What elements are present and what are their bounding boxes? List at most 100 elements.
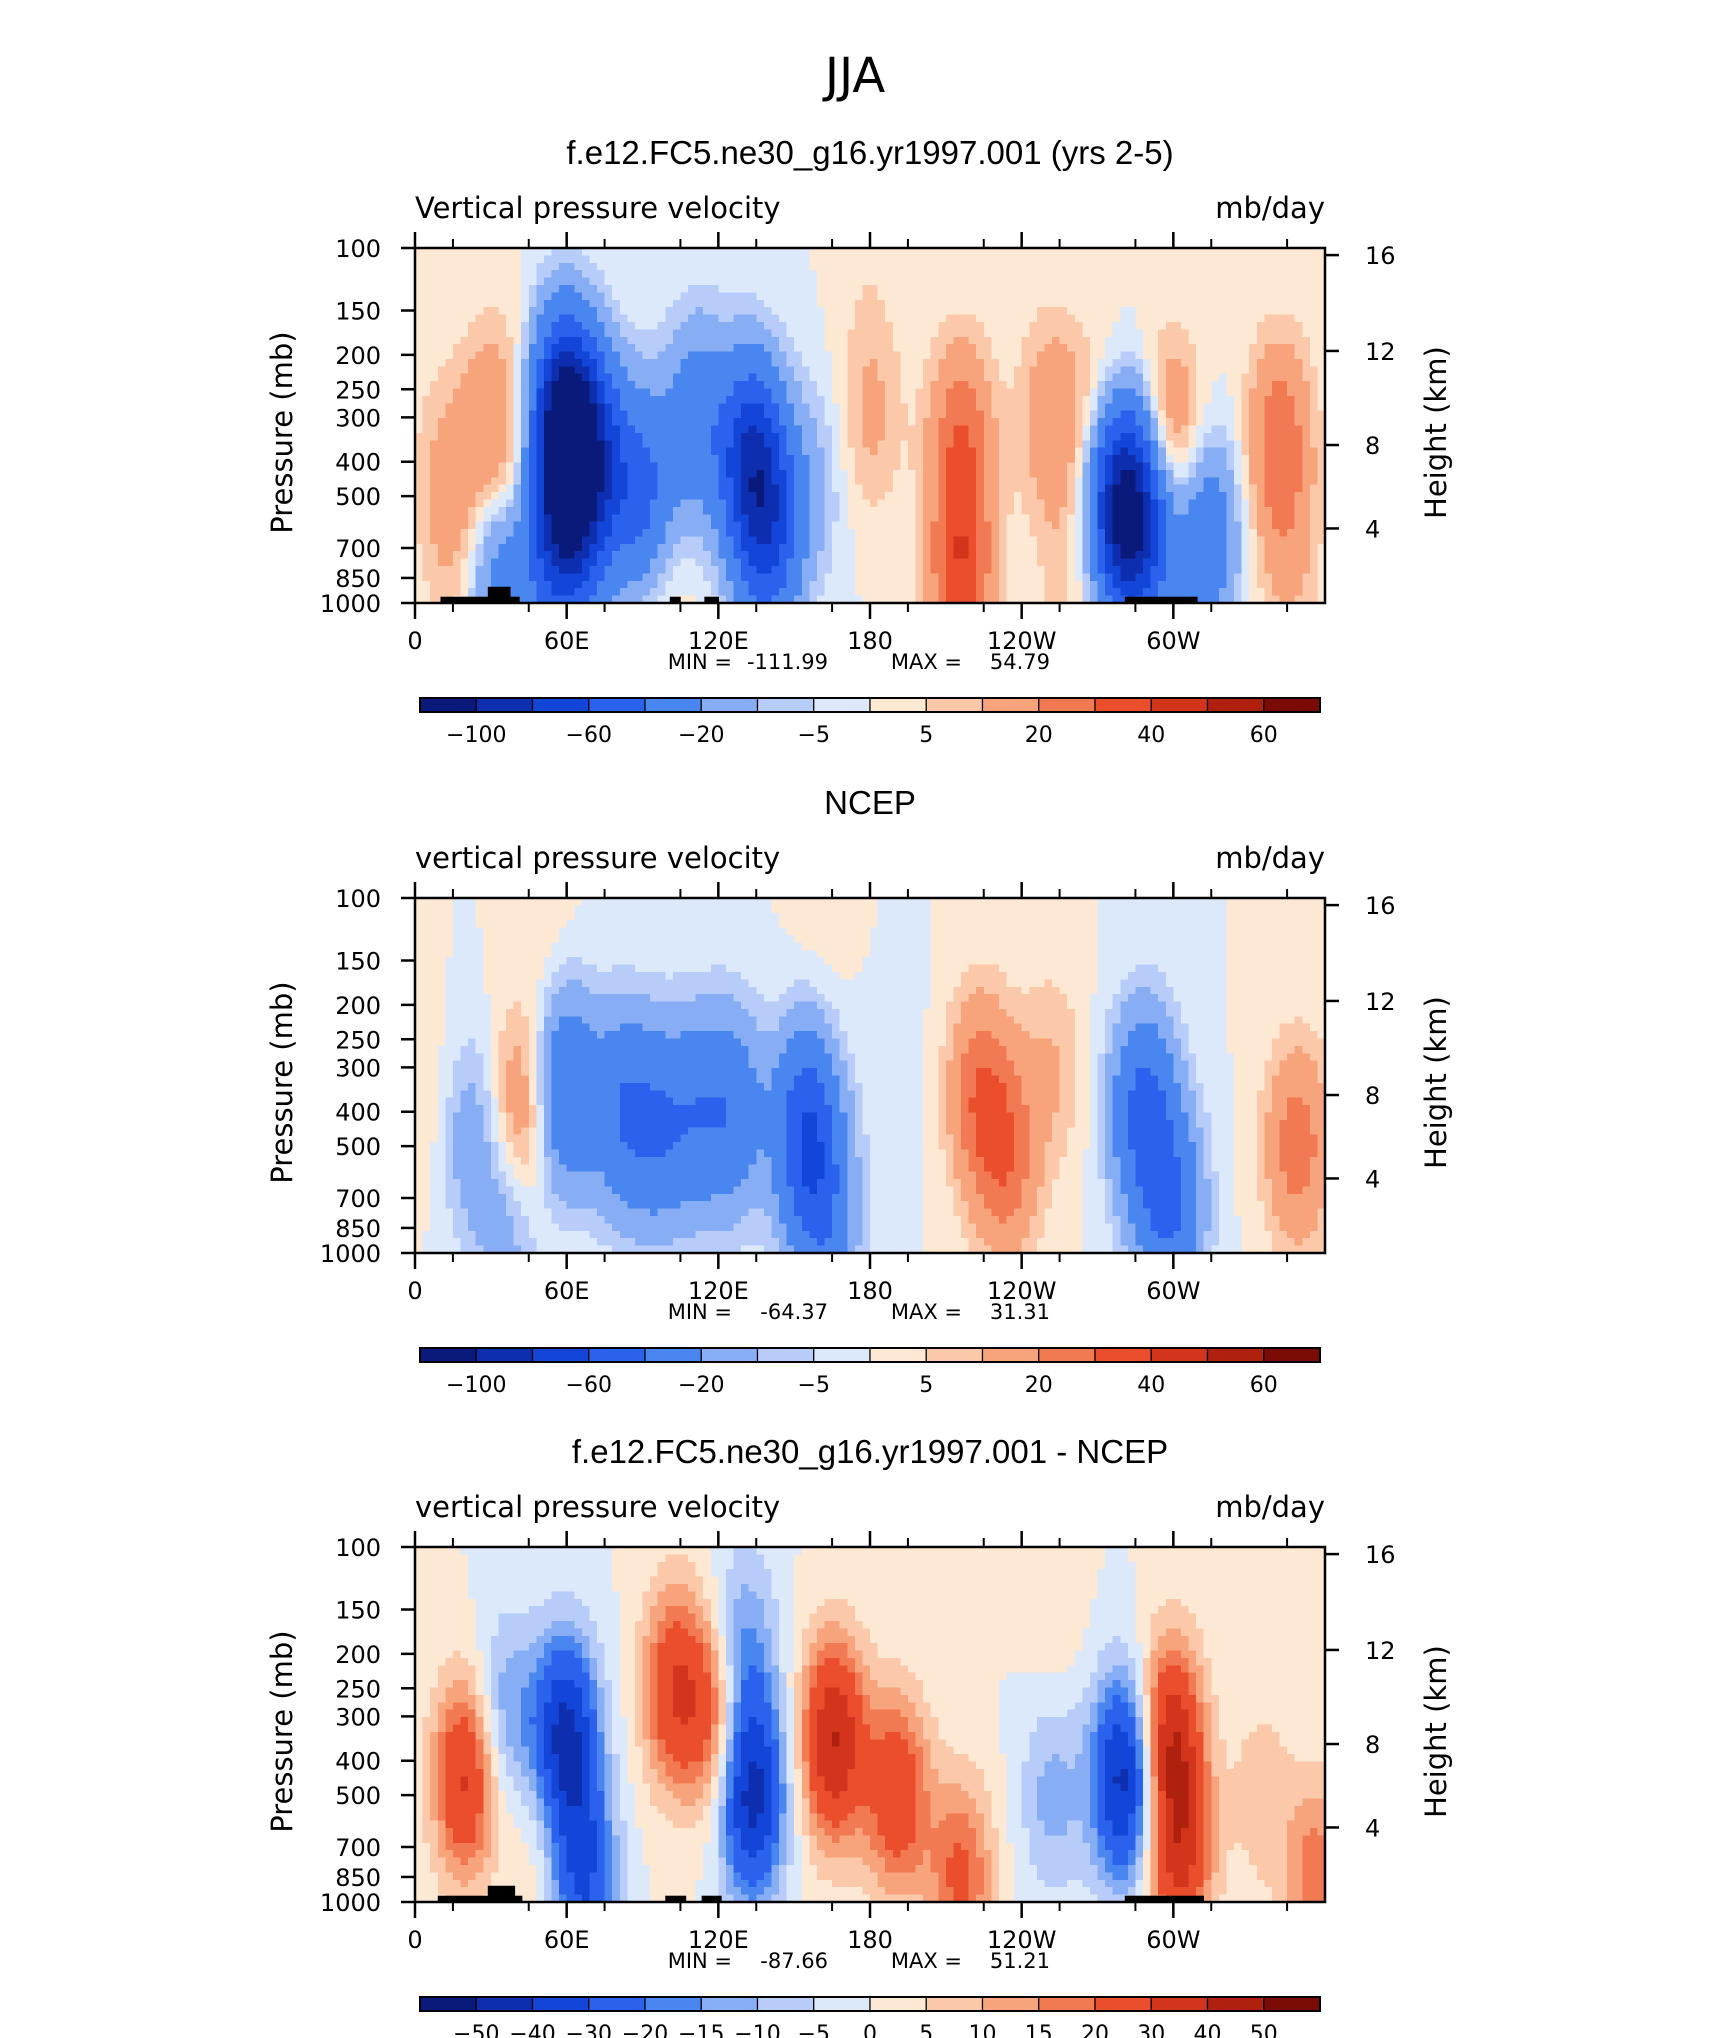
y-tick-label: 850	[335, 1215, 381, 1243]
colorbar-label: −10	[734, 2022, 780, 2038]
topography-mask-5	[1124, 596, 1198, 603]
x-tick-label: 0	[407, 1926, 422, 1954]
x-tick-label: 180	[847, 1277, 893, 1305]
y-tick-label: 700	[335, 1834, 381, 1862]
max-label: MAX =	[891, 650, 962, 674]
colorbar-label: −5	[798, 2022, 830, 2038]
colorbar-label: 50	[1250, 2022, 1278, 2038]
x-tick-label: 60W	[1146, 1277, 1200, 1305]
colorbar-label: 15	[1025, 2022, 1053, 2038]
colorbar-swatch	[419, 1996, 477, 2012]
y-tick-label: 150	[335, 298, 381, 326]
topography-mask-1	[437, 1895, 523, 1902]
colorbar-swatch	[981, 1996, 1040, 2012]
colorbar-label: −20	[622, 2022, 668, 2038]
height-axis-title: Height (km)	[1419, 996, 1453, 1169]
colorbar-label: −15	[678, 2022, 724, 2038]
y-tick-label: 400	[335, 1099, 381, 1127]
panel-title: f.e12.FC5.ne30_g16.yr1997.001 - NCEP	[572, 1433, 1168, 1470]
height-tick-label: 16	[1365, 892, 1396, 920]
height-tick-label: 12	[1365, 988, 1396, 1016]
colorbar-swatch	[1263, 697, 1321, 713]
x-tick-label: 120E	[688, 627, 749, 655]
y-axis-title: Pressure (mb)	[265, 1630, 299, 1832]
panels: f.e12.FC5.ne30_g16.yr1997.001 (yrs 2-5) V…	[265, 134, 1453, 2038]
colorbar-swatch	[1038, 1996, 1096, 2012]
topography-mask-3	[669, 596, 681, 603]
colorbar-label: −100	[446, 1373, 506, 1398]
y-tick-label: 200	[335, 1641, 381, 1669]
colorbar-label: −5	[798, 1373, 830, 1398]
colorbar-swatch	[1150, 697, 1209, 713]
colorbar-swatch	[869, 1347, 927, 1363]
colorbar-swatch	[700, 1347, 759, 1363]
colorbar-label: −50	[453, 2022, 499, 2038]
colorbar-swatch	[475, 1996, 534, 2012]
colorbar-swatch	[1038, 697, 1096, 713]
colorbar-label: 5	[919, 723, 933, 748]
x-tick-label: 60E	[544, 627, 590, 655]
colorbar-swatch	[925, 1996, 984, 2012]
colorbar-swatch	[756, 1347, 815, 1363]
y-tick-label: 1000	[320, 1240, 381, 1268]
field-contours	[415, 248, 1326, 604]
height-axis-title: Height (km)	[1419, 1645, 1453, 1818]
y-tick-label: 700	[335, 1185, 381, 1213]
x-tick-label: 120E	[688, 1926, 749, 1954]
colorbar-label: 20	[1025, 723, 1053, 748]
topography-mask-3	[665, 1895, 687, 1902]
colorbar: −100 −60 −20 −5 5 20 40 60	[419, 1347, 1321, 1398]
x-tick-label: 60W	[1146, 1926, 1200, 1954]
x-tick-label: 120W	[987, 1277, 1057, 1305]
height-tick-label: 12	[1365, 1637, 1396, 1665]
x-tick-label: 120W	[987, 627, 1057, 655]
panel-variable-label: vertical pressure velocity	[415, 1490, 780, 1524]
x-tick-label: 120E	[688, 1277, 749, 1305]
colorbar-swatch	[925, 1347, 984, 1363]
min-value: -111.99	[747, 650, 828, 674]
min-label: MIN =	[668, 650, 732, 674]
colorbar-swatch	[813, 697, 871, 713]
colorbar: −100 −60 −20 −5 5 20 40 60	[419, 697, 1321, 748]
colorbar-swatch	[531, 1996, 590, 2012]
y-tick-label: 100	[335, 235, 381, 263]
topography-mask-2	[487, 1885, 516, 1902]
x-tick-label: 60W	[1146, 627, 1200, 655]
x-tick-label: 120W	[987, 1926, 1057, 1954]
topography-mask-5	[1124, 1895, 1204, 1902]
height-tick-label: 8	[1365, 1731, 1380, 1759]
x-tick-label: 60E	[544, 1277, 590, 1305]
colorbar-swatch	[475, 697, 534, 713]
max-value: 51.21	[990, 1949, 1050, 1973]
figure-title: JJA	[822, 48, 885, 104]
y-tick-label: 150	[335, 948, 381, 976]
colorbar-swatch	[1263, 1996, 1321, 2012]
field-contours	[415, 1547, 1326, 1903]
y-tick-label: 1000	[320, 590, 381, 618]
colorbar-swatch	[419, 1347, 477, 1363]
colorbar-swatch	[869, 697, 927, 713]
colorbar-swatch	[700, 1996, 759, 2012]
max-value: 31.31	[990, 1300, 1050, 1324]
topography-mask-4	[701, 1895, 722, 1902]
height-tick-label: 8	[1365, 1082, 1380, 1110]
y-tick-label: 250	[335, 1026, 381, 1054]
colorbar-swatch	[644, 697, 702, 713]
colorbar: −50 −40 −30 −20 −15 −10 −5 0 5 10 15 20 30 40 50	[419, 1996, 1321, 2038]
colorbar-label: −60	[566, 1373, 612, 1398]
y-tick-label: 300	[335, 1054, 381, 1082]
height-tick-label: 16	[1365, 1541, 1396, 1569]
colorbar-frame	[419, 1347, 1321, 1363]
y-tick-label: 250	[335, 376, 381, 404]
colorbar-swatch	[813, 1996, 871, 2012]
x-tick-label: 180	[847, 1926, 893, 1954]
y-tick-label: 400	[335, 1748, 381, 1776]
colorbar-swatch	[813, 1347, 871, 1363]
colorbar-swatch	[981, 697, 1040, 713]
max-label: MAX =	[891, 1949, 962, 1973]
topography-mask-2	[487, 586, 511, 603]
x-tick-label: 180	[847, 627, 893, 655]
colorbar-label: 20	[1025, 1373, 1053, 1398]
colorbar-frame	[419, 1996, 1321, 2012]
